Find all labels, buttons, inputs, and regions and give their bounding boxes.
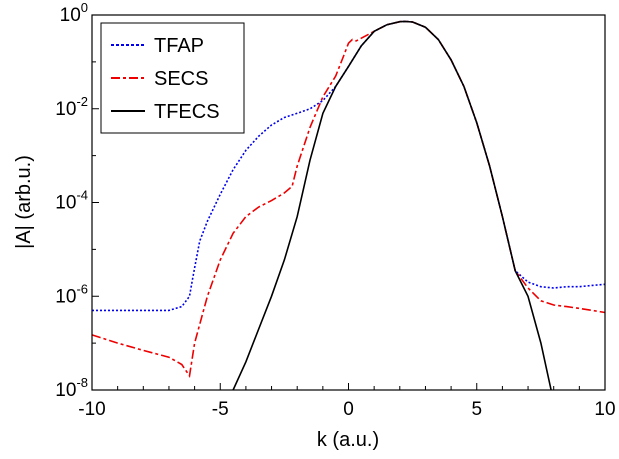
x-tick-label: 10 — [594, 399, 615, 420]
y-axis-label: |A| (arb.u.) — [13, 155, 35, 249]
x-tick-label: -5 — [212, 399, 229, 420]
x-tick-label: 5 — [471, 399, 482, 420]
x-axis-label: k (a.u.) — [317, 429, 379, 451]
legend: TFAP SECS TFECS — [100, 22, 245, 134]
x-tick-label: -10 — [78, 399, 105, 420]
y-tick-label: 10-2 — [55, 94, 88, 120]
legend-label-tfap: TFAP — [154, 35, 204, 57]
y-tick-label: 10-6 — [55, 281, 88, 307]
y-tick-label: 100 — [60, 0, 88, 26]
y-tick-label: 10-8 — [55, 375, 88, 401]
series-lines — [91, 20, 606, 391]
y-tick-label: 10-4 — [55, 188, 88, 214]
x-tick-label: 0 — [343, 399, 354, 420]
legend-label-secs: SECS — [154, 68, 208, 90]
series-line-tfecs — [232, 20, 552, 391]
legend-label-tfecs: TFECS — [154, 101, 220, 123]
